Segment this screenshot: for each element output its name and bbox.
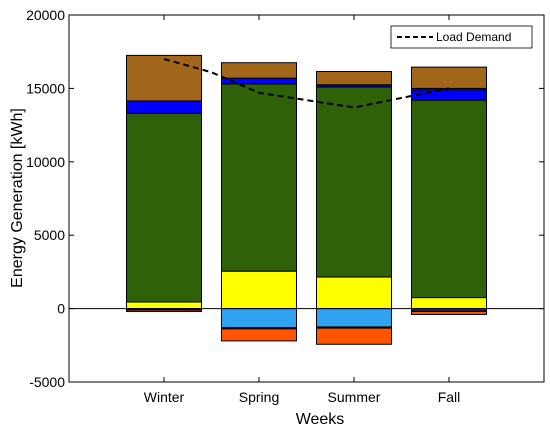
bar-segment-summer-pos-4 (316, 71, 392, 86)
lines-layer (163, 58, 450, 109)
bar-segment-spring-pos-0 (221, 270, 297, 310)
bar-segment-spring-pos-1 (221, 83, 297, 272)
x-tick-label-winter: Winter (144, 389, 185, 405)
y-tick-label: 0 (57, 301, 65, 317)
plot-frame (68, 14, 545, 383)
bar-segment-summer-neg-1 (316, 308, 392, 328)
bars-layer (126, 54, 487, 345)
y-tick-label: 15000 (26, 80, 65, 96)
bar-segment-fall-neg-3 (411, 311, 487, 315)
bar-segment-spring-pos-4 (221, 62, 297, 79)
bar-segment-summer-pos-0 (316, 276, 392, 310)
legend: Load Demand (390, 25, 533, 49)
bar-segment-fall-pos-4 (411, 66, 487, 89)
bar-segment-fall-pos-2 (411, 89, 487, 101)
x-tick-label-spring: Spring (239, 389, 279, 405)
y-tick-label: 5000 (34, 227, 65, 243)
x-axis-label: Weeks (296, 411, 345, 428)
bar-segment-winter-pos-1 (126, 112, 202, 303)
y-tick-label: 20000 (26, 7, 65, 23)
bar-segment-fall-pos-1 (411, 99, 487, 299)
bar-segment-winter-pos-2 (126, 100, 202, 114)
y-tick-label: -5000 (29, 374, 65, 390)
legend-entry-load-demand: Load Demand (436, 30, 511, 44)
y-tick-label: 10000 (26, 154, 65, 170)
y-axis-label: Energy Generation [kWh] (9, 108, 26, 288)
axes-layer: -5000 0 5000 10000 15000 20000 Winter Spring Sum… (26, 7, 545, 405)
x-tick-label-fall: Fall (438, 389, 461, 405)
series-line-load-demand (163, 58, 450, 109)
bar-segment-spring-neg-1 (221, 308, 297, 329)
bar-segment-winter-neg-3 (126, 309, 202, 313)
bar-segment-spring-neg-3 (221, 328, 297, 342)
x-tick-label-summer: Summer (328, 389, 381, 405)
bar-segment-winter-pos-0 (126, 301, 202, 310)
bar-segment-winter-pos-4 (126, 54, 202, 102)
bar-segment-summer-pos-1 (316, 86, 392, 278)
bar-segment-summer-neg-3 (316, 327, 392, 345)
legend-box (390, 25, 533, 49)
bar-segment-fall-pos-0 (411, 297, 487, 310)
